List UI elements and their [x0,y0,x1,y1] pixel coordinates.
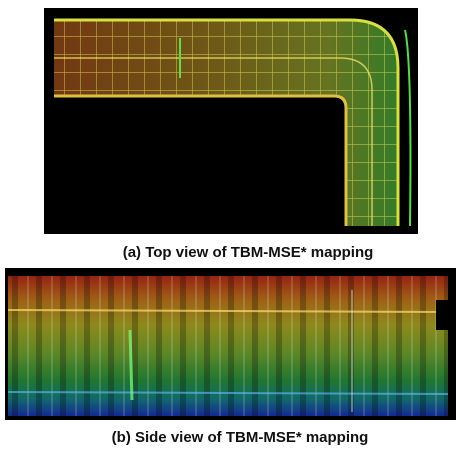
caption: (b) Side view of TBM-MSE* mapping [112,429,369,446]
top-view-image [44,8,418,234]
side-view-image [5,268,456,420]
figure: (a) Top view of TBM-MSE* mapping (b) Sid… [0,0,456,456]
page: (a) Top view of TBM-MSE* mapping (b) Sid… [0,0,456,456]
caption: (a) Top view of TBM-MSE* mapping [123,244,374,261]
